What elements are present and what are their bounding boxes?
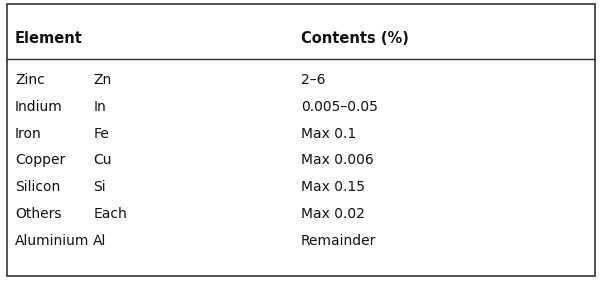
Text: Contents (%): Contents (%) bbox=[301, 31, 409, 46]
Text: Others: Others bbox=[15, 207, 61, 221]
Text: Each: Each bbox=[93, 207, 127, 221]
Text: Silicon: Silicon bbox=[15, 180, 60, 194]
Text: Indium: Indium bbox=[15, 100, 63, 114]
Text: Max 0.006: Max 0.006 bbox=[301, 154, 374, 167]
Text: Al: Al bbox=[93, 234, 107, 247]
Text: Element: Element bbox=[15, 31, 83, 46]
Text: Zn: Zn bbox=[93, 73, 111, 87]
Text: Zinc: Zinc bbox=[15, 73, 45, 87]
Text: Iron: Iron bbox=[15, 127, 42, 141]
Text: Max 0.15: Max 0.15 bbox=[301, 180, 365, 194]
Text: Cu: Cu bbox=[93, 154, 112, 167]
Text: 0.005–0.05: 0.005–0.05 bbox=[301, 100, 378, 114]
Text: Aluminium: Aluminium bbox=[15, 234, 90, 247]
Text: Fe: Fe bbox=[93, 127, 109, 141]
Text: Copper: Copper bbox=[15, 154, 65, 167]
Text: Max 0.1: Max 0.1 bbox=[301, 127, 356, 141]
Text: Si: Si bbox=[93, 180, 106, 194]
Text: Remainder: Remainder bbox=[301, 234, 376, 247]
Text: In: In bbox=[93, 100, 106, 114]
Text: Max 0.02: Max 0.02 bbox=[301, 207, 365, 221]
Text: 2–6: 2–6 bbox=[301, 73, 326, 87]
